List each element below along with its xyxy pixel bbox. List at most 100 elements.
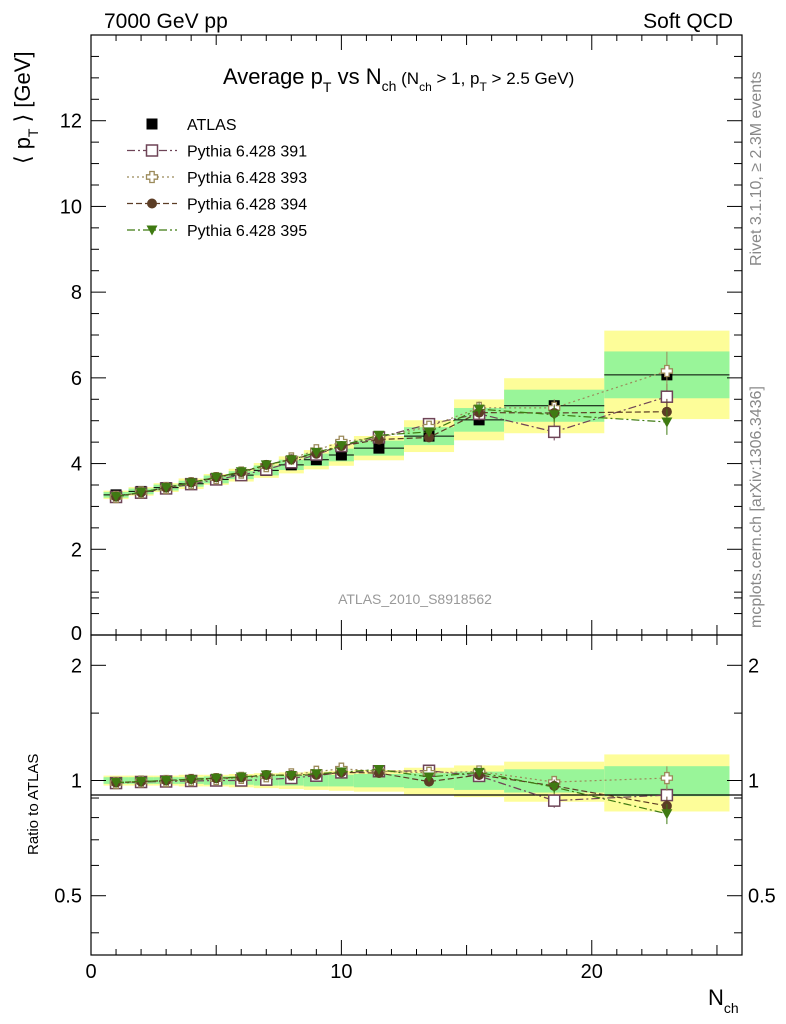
title-cond-close: > 2.5 GeV) bbox=[487, 69, 574, 88]
title-vs-sub: ch bbox=[382, 78, 397, 94]
title-cond-sub1: ch bbox=[419, 80, 432, 94]
marker-open-cross bbox=[145, 170, 159, 184]
marker-filled-triangle bbox=[335, 767, 347, 778]
marker-filled-triangle bbox=[210, 773, 222, 784]
x-tick-labels: 0 10 20 bbox=[85, 961, 602, 983]
ratio-panel: 0.5 0.5 1 1 2 2 0 10 20 bbox=[54, 597, 776, 983]
marker-filled-triangle bbox=[110, 492, 122, 503]
ratio-y-tick-label: 0.5 bbox=[54, 886, 82, 908]
marker-filled-triangle bbox=[235, 467, 247, 478]
marker-filled-triangle bbox=[373, 764, 385, 775]
ratio-series-layer bbox=[109, 762, 674, 825]
title-cond-open: (N bbox=[396, 69, 419, 88]
title-main: Average p bbox=[223, 64, 323, 89]
ratio-band-inner bbox=[328, 774, 354, 787]
marker-open-square bbox=[547, 425, 561, 439]
rivet-label: Rivet 3.1.10, ≥ 2.3M events bbox=[748, 71, 765, 266]
title-cond-sub2: T bbox=[479, 80, 487, 94]
ratio-y-tick-label-right: 1 bbox=[748, 771, 759, 793]
marker-filled-triangle bbox=[210, 472, 222, 483]
marker-filled-triangle bbox=[285, 771, 297, 782]
marker-filled-triangle bbox=[260, 460, 272, 471]
marker-filled-triangle bbox=[473, 404, 485, 415]
main-y-tick-label: 12 bbox=[60, 111, 82, 133]
marker-filled-square bbox=[146, 118, 158, 130]
main-y-tick-label: 10 bbox=[60, 196, 82, 218]
main-y-tick-label: 4 bbox=[71, 454, 82, 476]
marker-filled-triangle bbox=[185, 775, 197, 786]
y-label-end: ⟩ [GeV] bbox=[10, 51, 35, 128]
ratio-tick-labels: 0.5 0.5 1 1 2 2 bbox=[54, 655, 776, 907]
marker-filled-circle bbox=[147, 198, 157, 209]
y-axis-label: ⟨ pT ⟩ [GeV] bbox=[10, 51, 41, 164]
marker-filled-triangle bbox=[146, 225, 158, 236]
x-label-main: N bbox=[708, 985, 724, 1010]
marker-filled-triangle bbox=[335, 441, 347, 452]
main-series-layer bbox=[103, 351, 730, 504]
main-y-tick-label: 2 bbox=[71, 539, 82, 561]
title-cond-mid: > 1, p bbox=[432, 69, 480, 88]
header-left: 7000 GeV pp bbox=[104, 10, 228, 33]
marker-filled-triangle bbox=[110, 778, 122, 789]
y-label-sub: T bbox=[25, 128, 41, 137]
mcplots-label: mcplots.cern.ch [arXiv:1306.3436] bbox=[748, 386, 765, 628]
main-axis-ticks bbox=[90, 34, 743, 636]
marker-filled-square bbox=[335, 449, 347, 461]
main-y-tick-label: 8 bbox=[71, 282, 82, 304]
main-panel: 2 4 6 8 10 12 0 bbox=[60, 34, 743, 645]
ratio-y-tick-label: 2 bbox=[71, 655, 82, 677]
legend: ATLAS Pythia 6.428 391 Pythia 6.428 393 Pyt… bbox=[127, 117, 307, 240]
main-tick-labels: 2 4 6 8 10 12 0 bbox=[60, 111, 82, 645]
analysis-watermark: ATLAS_2010_S8918562 bbox=[338, 591, 492, 607]
title-vs: vs N bbox=[331, 64, 381, 89]
marker-open-cross bbox=[660, 771, 674, 785]
marker-filled-triangle bbox=[160, 776, 172, 787]
marker-filled-triangle bbox=[235, 772, 247, 783]
ratio-series-line-4 bbox=[116, 768, 668, 815]
legend-label: ATLAS bbox=[187, 117, 237, 134]
chart-title: Average pT vs Nch (Nch > 1, pT > 2.5 GeV… bbox=[223, 64, 574, 95]
x-label-sub: ch bbox=[724, 1000, 739, 1016]
marker-filled-triangle bbox=[373, 430, 385, 441]
x-tick-label: 10 bbox=[330, 961, 352, 983]
marker-filled-triangle bbox=[661, 417, 673, 428]
marker-filled-triangle bbox=[310, 447, 322, 458]
main-y-tick-label-zero: 0 bbox=[71, 623, 82, 645]
ratio-band-inner bbox=[353, 773, 404, 788]
x-tick-label: 20 bbox=[581, 961, 603, 983]
main-reference-band bbox=[103, 330, 730, 500]
main-y-tick-label: 6 bbox=[71, 368, 82, 390]
x-tick-label: 0 bbox=[85, 961, 96, 983]
ratio-y-axis-label: Ratio to ATLAS bbox=[25, 754, 42, 855]
ratio-y-tick-label: 1 bbox=[71, 771, 82, 793]
marker-filled-triangle bbox=[473, 767, 485, 778]
legend-label: Pythia 6.428 394 bbox=[187, 197, 307, 214]
x-axis-label: Nch bbox=[708, 985, 739, 1016]
title-main-sub: T bbox=[323, 79, 332, 95]
marker-open-square bbox=[547, 794, 561, 807]
marker-filled-triangle bbox=[548, 782, 560, 793]
marker-filled-triangle bbox=[260, 770, 272, 781]
header-right: Soft QCD bbox=[643, 10, 733, 33]
marker-filled-triangle bbox=[423, 427, 435, 438]
marker-filled-triangle bbox=[185, 478, 197, 489]
marker-filled-triangle bbox=[423, 772, 435, 783]
marker-filled-triangle bbox=[310, 769, 322, 780]
marker-filled-triangle bbox=[285, 455, 297, 466]
ratio-y-tick-label-right: 0.5 bbox=[748, 886, 776, 908]
marker-open-cross bbox=[660, 364, 674, 378]
legend-label: Pythia 6.428 393 bbox=[187, 170, 307, 187]
y-label-main: ⟨ p bbox=[10, 137, 35, 164]
ratio-reference-band bbox=[103, 754, 730, 812]
legend-label: Pythia 6.428 395 bbox=[187, 223, 307, 240]
marker-filled-circle bbox=[424, 432, 435, 443]
marker-filled-triangle bbox=[135, 487, 147, 498]
marker-filled-triangle bbox=[548, 410, 560, 421]
marker-filled-triangle bbox=[160, 483, 172, 494]
ratio-y-tick-label-right: 2 bbox=[748, 655, 759, 677]
marker-filled-triangle bbox=[135, 777, 147, 788]
marker-filled-triangle bbox=[661, 809, 673, 820]
marker-filled-square bbox=[373, 442, 385, 454]
marker-open-square bbox=[145, 144, 159, 157]
